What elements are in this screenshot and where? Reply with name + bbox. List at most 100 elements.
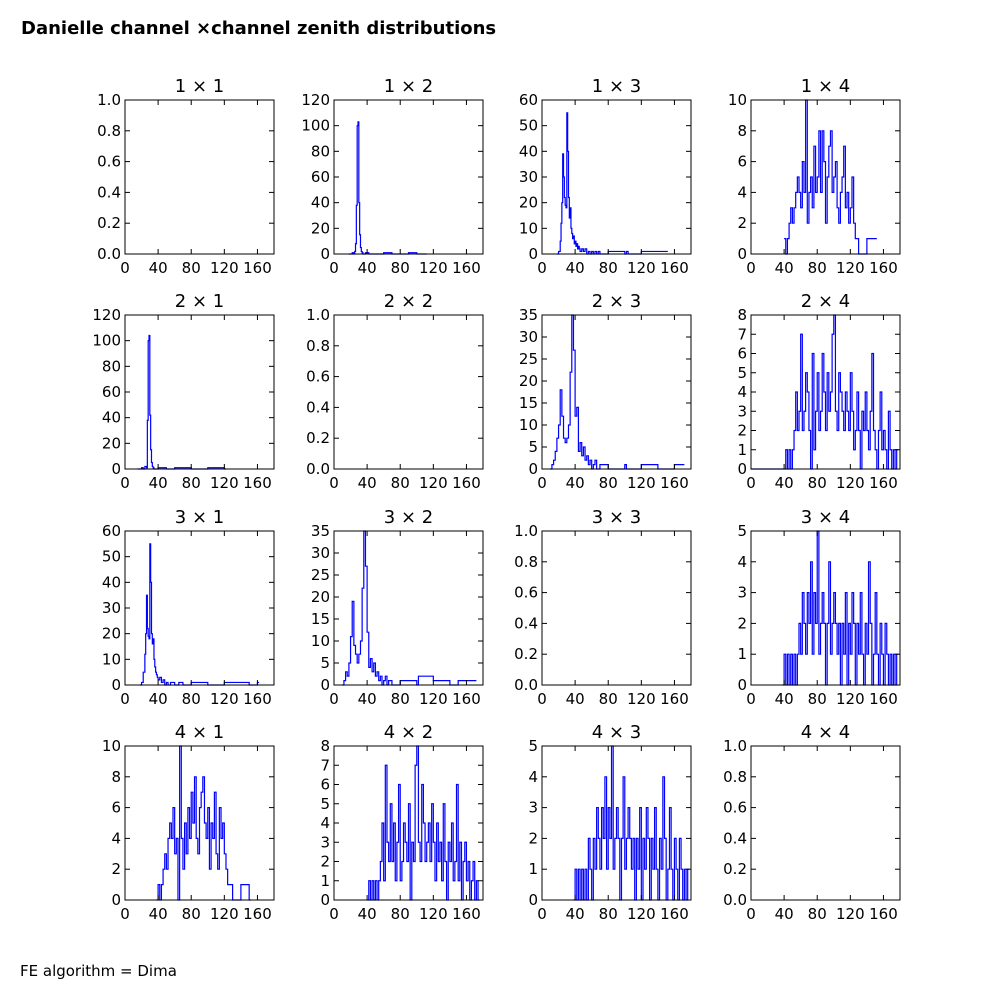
subplot-1-4: 1 × 4 0 40 80 120 160 0 2 4 6 8 10 bbox=[728, 76, 901, 277]
axes-frame bbox=[124, 745, 275, 901]
x-tick-label: 40 bbox=[149, 905, 168, 923]
x-tick-label: 40 bbox=[149, 690, 168, 708]
y-tick-label: 20 bbox=[519, 194, 538, 212]
x-tick-label: 40 bbox=[358, 690, 377, 708]
x-tick-label: 0 bbox=[746, 690, 756, 708]
y-tick-label: 35 bbox=[311, 522, 330, 540]
x-tick-label: 80 bbox=[599, 690, 618, 708]
x-tick-label: 80 bbox=[182, 259, 201, 277]
x-tick-label: 160 bbox=[869, 905, 898, 923]
subplot-title: 2 × 2 bbox=[384, 291, 433, 312]
axes-frame bbox=[333, 314, 484, 470]
y-tick-label: 10 bbox=[311, 632, 330, 650]
y-tick-label: 0.0 bbox=[306, 460, 330, 478]
subplot-title: 4 × 3 bbox=[592, 722, 641, 743]
y-tick-label: 30 bbox=[102, 599, 121, 617]
y-tick-label: 5 bbox=[737, 364, 747, 382]
y-tick-label: 15 bbox=[311, 610, 330, 628]
subplot-title: 1 × 3 bbox=[592, 76, 641, 97]
y-tick-label: 4 bbox=[111, 829, 121, 847]
x-tick-label: 40 bbox=[566, 905, 585, 923]
x-tick-label: 120 bbox=[627, 474, 656, 492]
x-tick-label: 120 bbox=[419, 690, 448, 708]
y-tick-label: 4 bbox=[320, 814, 330, 832]
subplot-title: 3 × 3 bbox=[592, 507, 641, 528]
y-tick-label: 2 bbox=[737, 422, 747, 440]
x-tick-label: 40 bbox=[775, 690, 794, 708]
x-tick-label: 0 bbox=[120, 905, 130, 923]
x-tick-label: 40 bbox=[775, 259, 794, 277]
y-tick-label: 60 bbox=[102, 383, 121, 401]
y-tick-label: 20 bbox=[519, 372, 538, 390]
x-tick-label: 40 bbox=[149, 474, 168, 492]
y-tick-label: 15 bbox=[519, 394, 538, 412]
y-tick-label: 6 bbox=[737, 345, 747, 363]
y-tick-label: 2 bbox=[320, 853, 330, 871]
y-tick-label: 20 bbox=[102, 625, 121, 643]
subplot-title: 3 × 4 bbox=[801, 507, 850, 528]
x-tick-label: 80 bbox=[599, 474, 618, 492]
x-tick-label: 40 bbox=[358, 259, 377, 277]
y-tick-label: 0.8 bbox=[97, 122, 121, 140]
x-tick-label: 0 bbox=[120, 474, 130, 492]
histogram-line bbox=[550, 314, 685, 470]
y-tick-label: 10 bbox=[102, 737, 121, 755]
x-tick-label: 40 bbox=[358, 905, 377, 923]
subplot-4-3: 4 × 3 0 40 80 120 160 0 1 2 3 4 5 bbox=[528, 722, 692, 923]
y-tick-label: 1.0 bbox=[306, 306, 330, 324]
y-tick-label: 7 bbox=[320, 756, 330, 774]
x-tick-label: 40 bbox=[775, 474, 794, 492]
x-tick-label: 120 bbox=[210, 690, 239, 708]
y-tick-label: 25 bbox=[311, 566, 330, 584]
x-tick-label: 0 bbox=[537, 905, 547, 923]
x-tick-label: 120 bbox=[419, 259, 448, 277]
histogram-line bbox=[556, 112, 668, 255]
y-tick-label: 50 bbox=[102, 548, 121, 566]
y-tick-label: 1 bbox=[737, 645, 747, 663]
histogram-line bbox=[137, 334, 226, 470]
subplot-3-3: 3 × 3 0 40 80 120 160 0.0 0.2 0.4 0.6 0.8 1.0 bbox=[514, 507, 692, 708]
axes-frame bbox=[541, 314, 692, 470]
histogram-line bbox=[573, 745, 690, 901]
x-tick-label: 40 bbox=[358, 474, 377, 492]
x-tick-label: 120 bbox=[627, 259, 656, 277]
y-tick-label: 0 bbox=[737, 460, 747, 478]
subplot-title: 4 × 1 bbox=[175, 722, 224, 743]
axes-frame bbox=[750, 99, 901, 255]
y-tick-label: 120 bbox=[301, 91, 330, 109]
x-tick-label: 40 bbox=[566, 690, 585, 708]
y-tick-label: 80 bbox=[311, 142, 330, 160]
y-tick-label: 0 bbox=[528, 891, 538, 909]
y-tick-label: 1 bbox=[737, 441, 747, 459]
y-tick-label: 8 bbox=[737, 122, 747, 140]
y-tick-label: 0.4 bbox=[97, 183, 121, 201]
y-tick-label: 40 bbox=[311, 194, 330, 212]
x-tick-label: 160 bbox=[452, 259, 481, 277]
x-tick-label: 120 bbox=[210, 905, 239, 923]
y-tick-label: 0 bbox=[737, 676, 747, 694]
y-tick-label: 10 bbox=[102, 650, 121, 668]
subplot-3-2: 3 × 2 0 40 80 120 160 0 5 10 15 20 25 30 35 bbox=[311, 507, 484, 708]
x-tick-label: 80 bbox=[182, 905, 201, 923]
x-tick-label: 120 bbox=[210, 474, 239, 492]
histogram-line bbox=[782, 530, 899, 686]
x-tick-label: 160 bbox=[452, 690, 481, 708]
y-tick-label: 60 bbox=[102, 522, 121, 540]
y-tick-label: 2 bbox=[111, 860, 121, 878]
subplot-3-4: 3 × 4 0 40 80 120 160 0 1 2 3 4 5 bbox=[737, 507, 901, 708]
subplot-title: 2 × 3 bbox=[592, 291, 641, 312]
histogram-line bbox=[784, 99, 877, 255]
y-tick-label: 0.8 bbox=[306, 337, 330, 355]
y-tick-label: 1.0 bbox=[723, 737, 747, 755]
x-tick-label: 80 bbox=[391, 690, 410, 708]
subplot-title: 1 × 1 bbox=[175, 76, 224, 97]
y-tick-label: 0 bbox=[111, 460, 121, 478]
y-tick-label: 7 bbox=[737, 325, 747, 343]
x-tick-label: 40 bbox=[149, 259, 168, 277]
x-tick-label: 40 bbox=[775, 905, 794, 923]
x-tick-label: 160 bbox=[660, 259, 689, 277]
x-tick-label: 0 bbox=[120, 259, 130, 277]
y-tick-label: 3 bbox=[737, 584, 747, 602]
